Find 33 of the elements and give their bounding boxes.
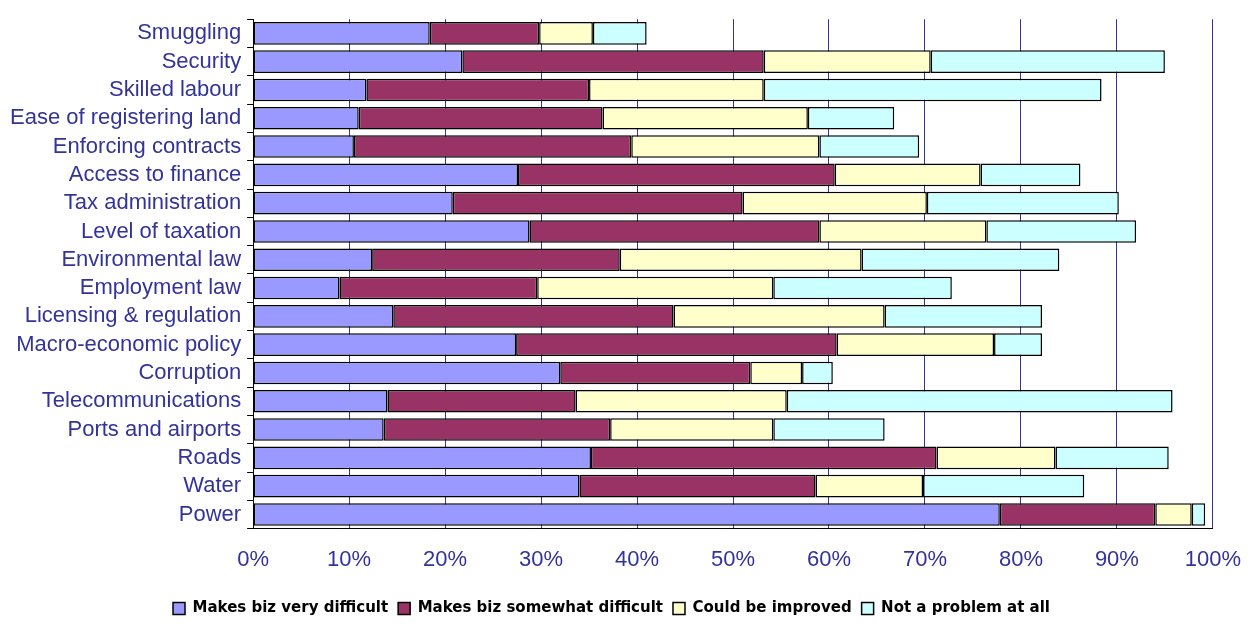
y-tick-label: Licensing & regulation	[24, 302, 242, 328]
legend-label: Makes biz somewhat difficult	[417, 598, 663, 617]
y-tick-label: Tax administration	[63, 189, 242, 215]
x-tick-label: 50%	[710, 545, 756, 571]
y-tick-label: Security	[161, 47, 242, 73]
y-tick-label: Employment law	[79, 274, 242, 300]
y-tick-label: Smuggling	[137, 19, 242, 45]
x-tick-label: 20%	[423, 545, 468, 571]
y-tick-label: Level of taxation	[80, 217, 242, 243]
y-tick-label: Power	[178, 500, 242, 526]
x-tick-label: 70%	[902, 545, 947, 571]
x-tick-label: 40%	[615, 545, 660, 571]
y-tick-label: Macro-economic policy	[16, 330, 242, 356]
y-tick-label: Enforcing contracts	[52, 132, 242, 158]
x-tick-label: 10%	[327, 545, 372, 571]
y-tick-label: Access to finance	[68, 160, 242, 186]
y-tick-label: Roads	[177, 443, 242, 469]
x-tick-label: 80%	[998, 545, 1043, 571]
y-tick-label: Environmental law	[61, 245, 242, 271]
x-tick-label: 0%	[237, 545, 270, 571]
y-tick-label: Ease of registering land	[10, 104, 242, 130]
x-tick-label: 60%	[806, 545, 851, 571]
legend-label: Could be improved	[692, 598, 852, 617]
x-tick-label: 30%	[519, 545, 564, 571]
x-tick-label: 90%	[1094, 545, 1139, 571]
legend-label: Not a problem at all	[881, 598, 1050, 617]
y-tick-label: Ports and airports	[67, 415, 242, 441]
legend-label: Makes biz very difficult	[192, 598, 389, 617]
y-tick-label: Corruption	[138, 359, 242, 385]
y-tick-label: Skilled labour	[109, 76, 242, 102]
y-tick-label: Water	[183, 472, 242, 498]
x-tick-label: 100%	[1184, 545, 1242, 571]
y-tick-label: Telecommunications	[41, 387, 242, 413]
